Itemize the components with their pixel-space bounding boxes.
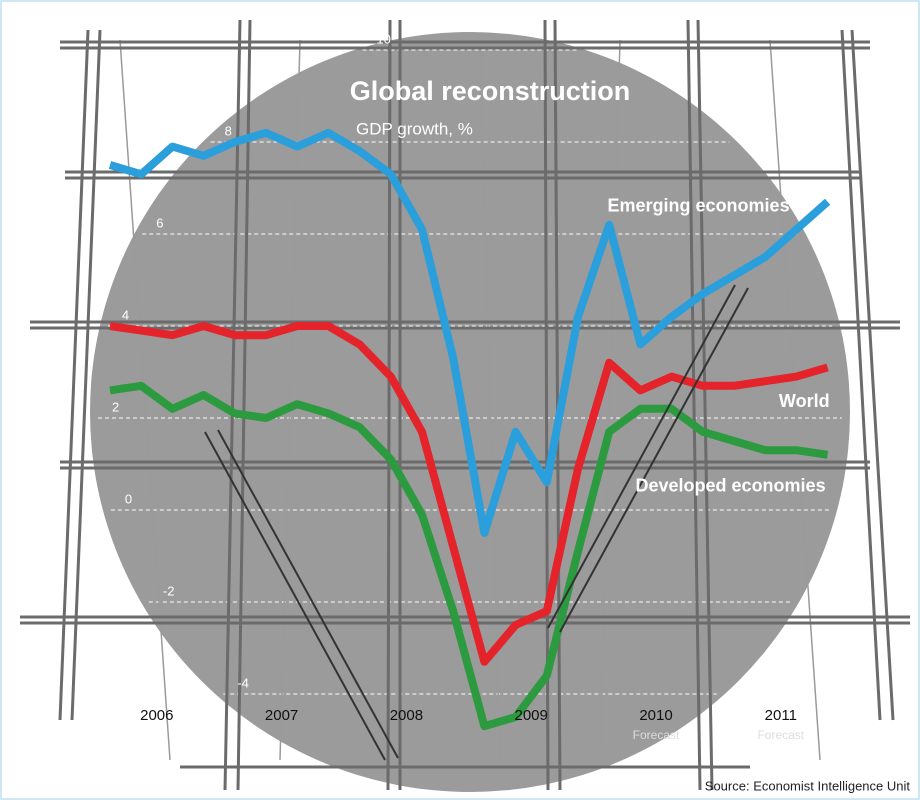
- x-note: Forecast: [757, 728, 804, 742]
- y-tick-label: 4: [122, 307, 129, 322]
- y-tick-label: -4: [237, 675, 249, 690]
- y-tick-label: 0: [125, 491, 132, 506]
- series-line: [109, 322, 829, 666]
- series-line: [108, 128, 831, 537]
- y-tick-label: 8: [225, 123, 232, 138]
- y-tick-label: 10: [376, 31, 390, 46]
- x-note: Forecast: [633, 728, 680, 742]
- x-tick-label: 2007: [265, 707, 298, 724]
- x-tick-label: 2008: [390, 707, 423, 724]
- x-tick-label: 2009: [515, 707, 548, 724]
- y-tick-label: -2: [163, 583, 175, 598]
- lines: [108, 128, 831, 731]
- series-label: Developed economies: [636, 476, 826, 496]
- y-tick-label: 6: [156, 215, 163, 230]
- chart-title: Global reconstruction: [350, 76, 631, 106]
- x-tick-label: 2010: [639, 707, 672, 724]
- series-line: [109, 381, 829, 731]
- scaffolding: [20, 19, 910, 791]
- x-tick-label: 2011: [765, 707, 797, 724]
- x-tick-label: 2006: [140, 707, 173, 724]
- series-label: Emerging economies: [608, 196, 790, 216]
- chart-subtitle: GDP growth, %: [356, 119, 473, 138]
- source: Source: Economist Intelligence Unit: [705, 778, 911, 793]
- y-tick-label: 2: [112, 399, 119, 414]
- ladders: [204, 284, 749, 761]
- series-label: World: [779, 391, 830, 411]
